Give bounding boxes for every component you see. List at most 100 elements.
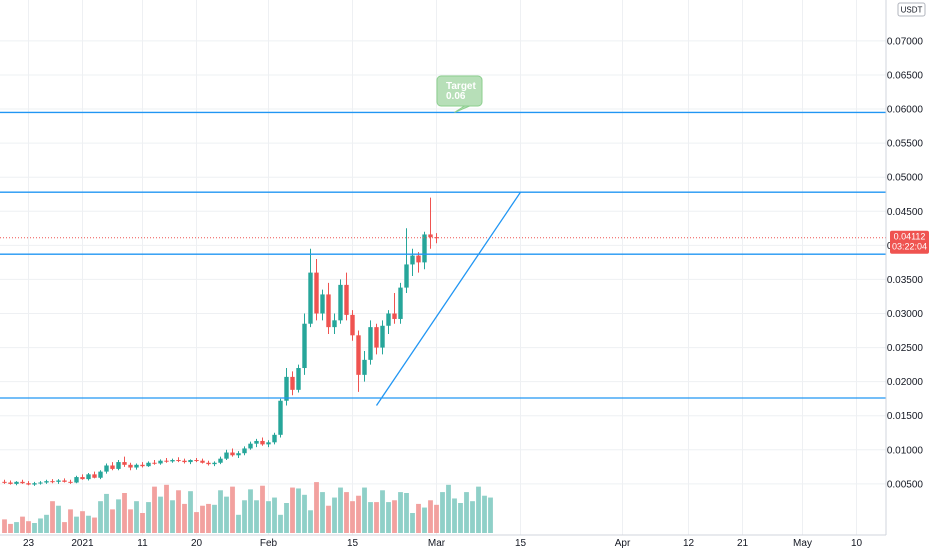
candle-body [398, 287, 403, 319]
volume-bar [374, 502, 379, 533]
volume-bar [236, 514, 241, 533]
time-axis[interactable] [0, 535, 932, 550]
volume-bar [416, 503, 421, 533]
candle-body [362, 359, 367, 375]
volume-bar [68, 509, 73, 533]
candle-body [314, 272, 319, 314]
volume-bar [32, 523, 37, 533]
volume-bar [146, 502, 151, 533]
candle-body [320, 294, 325, 314]
volume-bar [224, 496, 229, 533]
volume-bar [98, 501, 103, 533]
volume-bar [302, 494, 307, 533]
volume-bar [404, 493, 409, 533]
volume-bar [188, 491, 193, 533]
candle-body [206, 462, 211, 465]
candle-body [38, 482, 43, 484]
time-tick-label: Apr [615, 538, 631, 549]
candle-body [200, 460, 205, 463]
volume-bar [110, 509, 115, 533]
volume-bar [128, 509, 133, 533]
volume-bar [8, 523, 13, 533]
volume-bar [122, 493, 127, 533]
volume-bar [314, 482, 319, 533]
trendline [375, 191, 522, 406]
candle-body [188, 460, 193, 463]
volume-bar [218, 490, 223, 533]
candle-body [254, 440, 259, 444]
target-annotation-title: Target [446, 81, 476, 92]
candle-body [134, 464, 139, 468]
volume-bar [182, 503, 187, 533]
candle-body [326, 294, 331, 328]
candle-body [158, 460, 163, 464]
candle-body [374, 327, 379, 348]
candle-body [128, 464, 133, 468]
volume-bar [92, 517, 97, 533]
volume-bars [2, 482, 493, 533]
volume-bar [488, 497, 493, 533]
time-axis-labels: 23 2021 11 20 Feb 15 Mar 15 Apr 12 21 May 10 [23, 538, 863, 549]
volume-bar [344, 492, 349, 533]
candle-body [296, 368, 301, 390]
candle-body [80, 477, 85, 480]
volume-bar [230, 486, 235, 533]
candle-body [14, 481, 19, 484]
volume-bar [20, 516, 25, 533]
drawings[interactable] [0, 111, 886, 406]
candle-body [176, 460, 181, 462]
candle-body [308, 272, 313, 324]
target-annotation[interactable]: Target 0.06 [436, 75, 483, 113]
candle-body [242, 448, 247, 454]
volume-bar [428, 500, 433, 533]
candle-body [266, 442, 271, 445]
candle-body [110, 465, 115, 469]
candle-body [272, 434, 277, 443]
candle-body [422, 234, 427, 263]
price-axis[interactable] [886, 0, 932, 535]
volume-bar [248, 489, 253, 533]
volume-bar [356, 495, 361, 533]
candle-body [410, 255, 415, 265]
price-tick-label: 0.07000 [887, 36, 924, 47]
candle-body [386, 313, 391, 326]
volume-bar [458, 503, 463, 533]
price-tick-label: 0.03000 [887, 309, 924, 320]
volume-bar [440, 492, 445, 533]
volume-bar [2, 519, 7, 533]
time-tick-label: 2021 [71, 538, 94, 549]
time-tick-label: 21 [737, 538, 749, 549]
candle-body [170, 460, 175, 462]
time-tick-label: 11 [137, 538, 148, 549]
candle-body [428, 234, 433, 238]
candle-body [104, 465, 109, 472]
volume-bar [212, 504, 217, 533]
volume-bar [320, 492, 325, 533]
volume-bar [242, 500, 247, 533]
candle-body [98, 471, 103, 478]
time-tick-label: 12 [683, 538, 695, 549]
candle-body [416, 255, 421, 263]
volume-bar [434, 504, 439, 533]
target-annotation-box [436, 75, 483, 107]
candle-body [116, 462, 121, 469]
volume-bar [452, 498, 457, 533]
candle-body [212, 462, 217, 465]
currency-badge[interactable]: USDT [897, 2, 926, 17]
time-tick-label: 15 [515, 538, 527, 549]
current-price-tag-box [890, 230, 929, 254]
volume-bar [104, 493, 109, 533]
volume-bar [164, 484, 169, 533]
candle-body [284, 376, 289, 401]
volume-bar [278, 514, 283, 533]
volume-bar [464, 492, 469, 533]
volume-bar [254, 500, 259, 533]
volume-bar [296, 488, 301, 533]
time-tick-label: 20 [191, 538, 203, 549]
candle-body [8, 482, 13, 484]
candle-body [278, 400, 283, 435]
volume-bar [134, 501, 139, 533]
price-tick-label: 0.05000 [887, 173, 924, 184]
volume-bar [80, 511, 85, 533]
